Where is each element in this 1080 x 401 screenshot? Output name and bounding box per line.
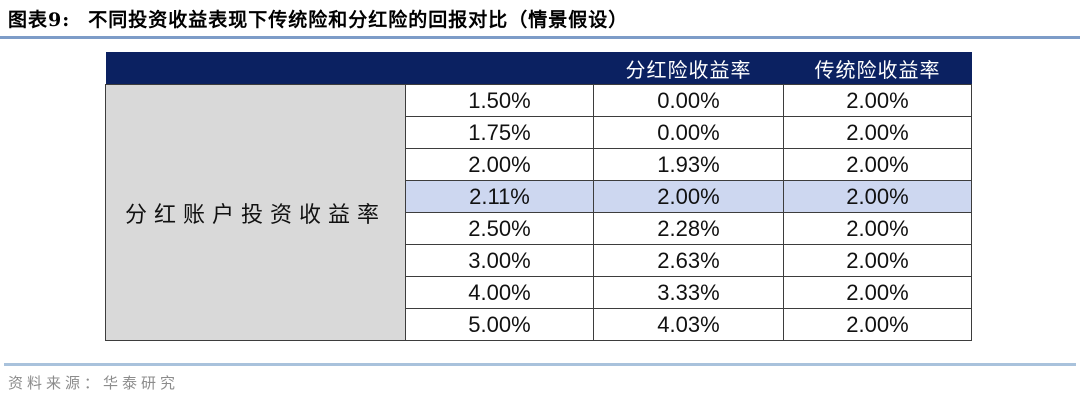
rate-cell: 3.00% bbox=[405, 244, 594, 277]
dividend-yield-cell: 2.63% bbox=[593, 244, 784, 277]
returns-table-container: 分红险收益率 传统险收益率 分红账户投资收益率 1.50% 0.00% 2.00… bbox=[105, 52, 972, 341]
dividend-yield-cell: 4.03% bbox=[593, 308, 784, 341]
rate-cell: 1.75% bbox=[405, 116, 594, 149]
traditional-yield-cell: 2.00% bbox=[783, 308, 972, 341]
rate-cell: 2.11% bbox=[405, 180, 594, 213]
dividend-yield-cell: 0.00% bbox=[593, 84, 784, 117]
table-row: 2.00% 1.93% 2.00% bbox=[106, 148, 972, 181]
figure-number: 图表9: bbox=[8, 9, 71, 31]
traditional-yield-cell: 2.00% bbox=[783, 116, 972, 149]
rate-cell: 2.00% bbox=[405, 148, 594, 181]
returns-table: 分红险收益率 传统险收益率 分红账户投资收益率 1.50% 0.00% 2.00… bbox=[105, 52, 972, 341]
dividend-yield-cell: 2.28% bbox=[593, 212, 784, 245]
traditional-yield-cell: 2.00% bbox=[783, 212, 972, 245]
table-row: 分红账户投资收益率 1.50% 0.00% 2.00% bbox=[105, 84, 972, 341]
table-row: 2.50% 2.28% 2.00% bbox=[106, 212, 972, 245]
dividend-yield-cell: 0.00% bbox=[593, 116, 784, 149]
title-divider bbox=[0, 36, 1080, 39]
header-cell-dividend: 分红险收益率 bbox=[593, 52, 784, 85]
figure-title-text: 不同投资收益表现下传统险和分红险的回报对比（情景假设） bbox=[88, 9, 629, 31]
traditional-yield-cell: 2.00% bbox=[783, 180, 972, 213]
dividend-yield-cell: 2.00% bbox=[593, 180, 784, 213]
rate-cell: 1.50% bbox=[405, 84, 594, 117]
source-divider bbox=[4, 363, 1076, 366]
traditional-yield-cell: 2.00% bbox=[783, 84, 972, 117]
header-cell-spacer bbox=[105, 52, 406, 85]
rate-cell: 4.00% bbox=[405, 276, 594, 309]
traditional-yield-cell: 2.00% bbox=[783, 148, 972, 181]
dividend-yield-cell: 3.33% bbox=[593, 276, 784, 309]
figure-title: 图表9: 不同投资收益表现下传统险和分红险的回报对比（情景假设） bbox=[8, 5, 628, 32]
table-row-highlighted: 2.11% 2.00% 2.00% bbox=[106, 180, 972, 213]
rate-cell: 2.50% bbox=[405, 212, 594, 245]
source-note: 资料来源：华泰研究 bbox=[8, 374, 180, 392]
header-cell-spacer bbox=[405, 52, 594, 85]
traditional-yield-cell: 2.00% bbox=[783, 276, 972, 309]
dividend-yield-cell: 1.93% bbox=[593, 148, 784, 181]
row-group-label-cell: 分红账户投资收益率 bbox=[105, 84, 406, 341]
traditional-yield-cell: 2.00% bbox=[783, 244, 972, 277]
header-cell-traditional: 传统险收益率 bbox=[783, 52, 972, 85]
table-row: 5.00% 4.03% 2.00% bbox=[106, 308, 972, 341]
table-header-row: 分红险收益率 传统险收益率 bbox=[105, 52, 972, 85]
rate-cell: 5.00% bbox=[405, 308, 594, 341]
